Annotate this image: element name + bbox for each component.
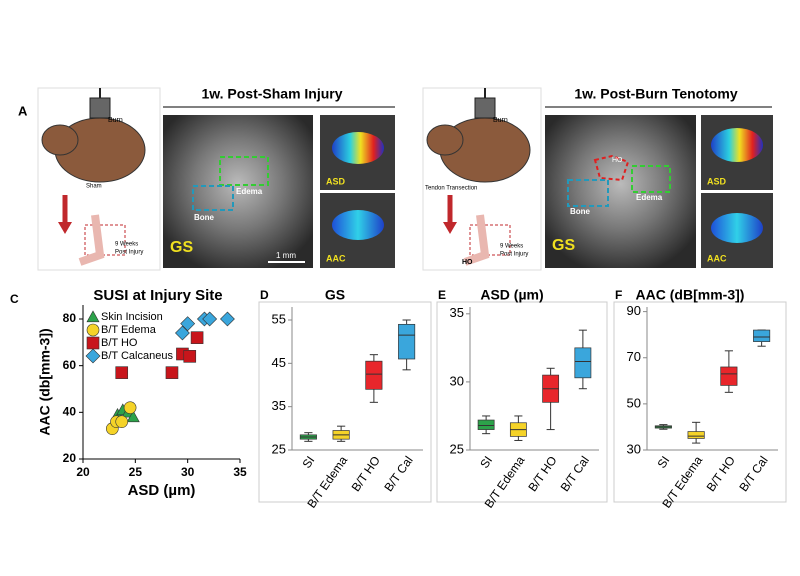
y-tick-label: 70 (627, 349, 641, 364)
legend-label: B/T HO (101, 337, 138, 349)
y-tick-label: 35 (450, 305, 464, 320)
x-tick-label: B/T Cal (381, 454, 415, 495)
roi-label: Edema (636, 193, 663, 202)
box (574, 347, 592, 379)
roi-label: Edema (236, 187, 263, 196)
point (180, 316, 196, 332)
x-tick-label: B/T HO (704, 454, 738, 495)
y-tick-label: 80 (63, 311, 77, 325)
cartoon (422, 87, 542, 271)
scale-label: 1 mm (276, 251, 296, 260)
image-label: GS (170, 239, 193, 256)
y-tick-label: 40 (63, 405, 77, 419)
ultrasound-image (545, 115, 773, 268)
point (126, 410, 140, 423)
box (477, 419, 495, 430)
cartoon-label: Post Injury (500, 252, 528, 258)
image-label: GS (552, 237, 575, 254)
x-tick-label: B/T HO (525, 454, 559, 495)
roi-label: HO (612, 157, 623, 164)
cartoon-label: 9 Weeks (500, 244, 523, 250)
legend-label: Skin Incision (101, 311, 163, 323)
cartoon-label: Burn (108, 117, 123, 124)
x-tick-label: SI (654, 454, 672, 471)
x-axis-label: ASD (µm) (128, 482, 196, 499)
cartoon-label: Sham (86, 184, 102, 190)
cartoon-label: Tendon Transection (425, 186, 477, 192)
point (115, 366, 129, 379)
cartoon (37, 87, 161, 271)
legend-marker (86, 336, 100, 350)
x-tick-label: 35 (233, 465, 247, 479)
box (398, 323, 416, 360)
x-tick-label: SI (477, 454, 495, 471)
cartoon-label: Burn (493, 117, 508, 124)
x-tick-label: SI (299, 454, 317, 471)
x-tick-label: B/T Cal (558, 454, 592, 495)
x-tick-label: B/T Cal (736, 454, 770, 495)
chart-title: ASD (µm) (480, 287, 543, 303)
point (202, 311, 218, 327)
image-label: AAC (707, 253, 727, 263)
panel-label: C (10, 292, 19, 306)
roi-label: Bone (194, 213, 215, 222)
roi-label: Bone (570, 207, 591, 216)
chart-title: SUSI at Injury Site (93, 287, 222, 304)
panel-title: 1w. Post-Sham Injury (201, 86, 342, 102)
x-tick-label: 20 (76, 465, 90, 479)
y-axis-label: AAC (db[mm-3]) (37, 328, 53, 435)
cartoon-label: Post Injury (115, 250, 143, 256)
y-tick-label: 90 (627, 303, 641, 318)
chart-title: AAC (dB[mm-3]) (636, 287, 745, 303)
y-tick-label: 50 (627, 395, 641, 410)
point (220, 311, 235, 327)
y-tick-label: 30 (450, 373, 464, 388)
y-tick-label: 45 (272, 355, 286, 370)
y-tick-label: 25 (450, 441, 464, 456)
point (175, 325, 190, 341)
legend-marker (85, 348, 101, 364)
cartoon-label: 9 Weeks (115, 242, 138, 248)
image-label: AAC (326, 253, 346, 263)
point (115, 415, 129, 428)
panel-label: F (615, 288, 622, 302)
x-tick-label: B/T HO (349, 454, 383, 495)
chart-title: GS (325, 287, 345, 303)
ultrasound-image (163, 115, 395, 268)
y-tick-label: 35 (272, 398, 286, 413)
box (753, 329, 771, 342)
y-tick-label: 60 (63, 358, 77, 372)
y-tick-label: 30 (627, 441, 641, 456)
legend-label: B/T Calcaneus (101, 350, 173, 362)
y-tick-label: 20 (63, 451, 77, 465)
x-tick-label: 25 (129, 465, 143, 479)
point (183, 350, 197, 363)
point (123, 401, 137, 414)
legend-label: B/T Edema (101, 324, 157, 336)
box (687, 431, 705, 439)
cartoon-label: HO (462, 259, 473, 266)
panel-title: 1w. Post-Burn Tenotomy (574, 86, 738, 102)
panel-frame (436, 301, 608, 503)
x-tick-label: 30 (181, 465, 195, 479)
image-label: ASD (326, 176, 346, 186)
panel-label: A (18, 103, 28, 118)
box (720, 366, 738, 386)
panel-frame (258, 301, 432, 503)
y-tick-label: 25 (272, 441, 286, 456)
y-tick-label: 55 (272, 311, 286, 326)
point (165, 366, 179, 379)
panel-frame (613, 301, 787, 503)
panel-label: D (260, 288, 269, 302)
legend-marker (86, 310, 100, 323)
panel-label: E (438, 288, 446, 302)
image-label: ASD (707, 176, 727, 186)
point (190, 331, 204, 344)
legend-marker (86, 323, 100, 337)
box (365, 360, 383, 390)
